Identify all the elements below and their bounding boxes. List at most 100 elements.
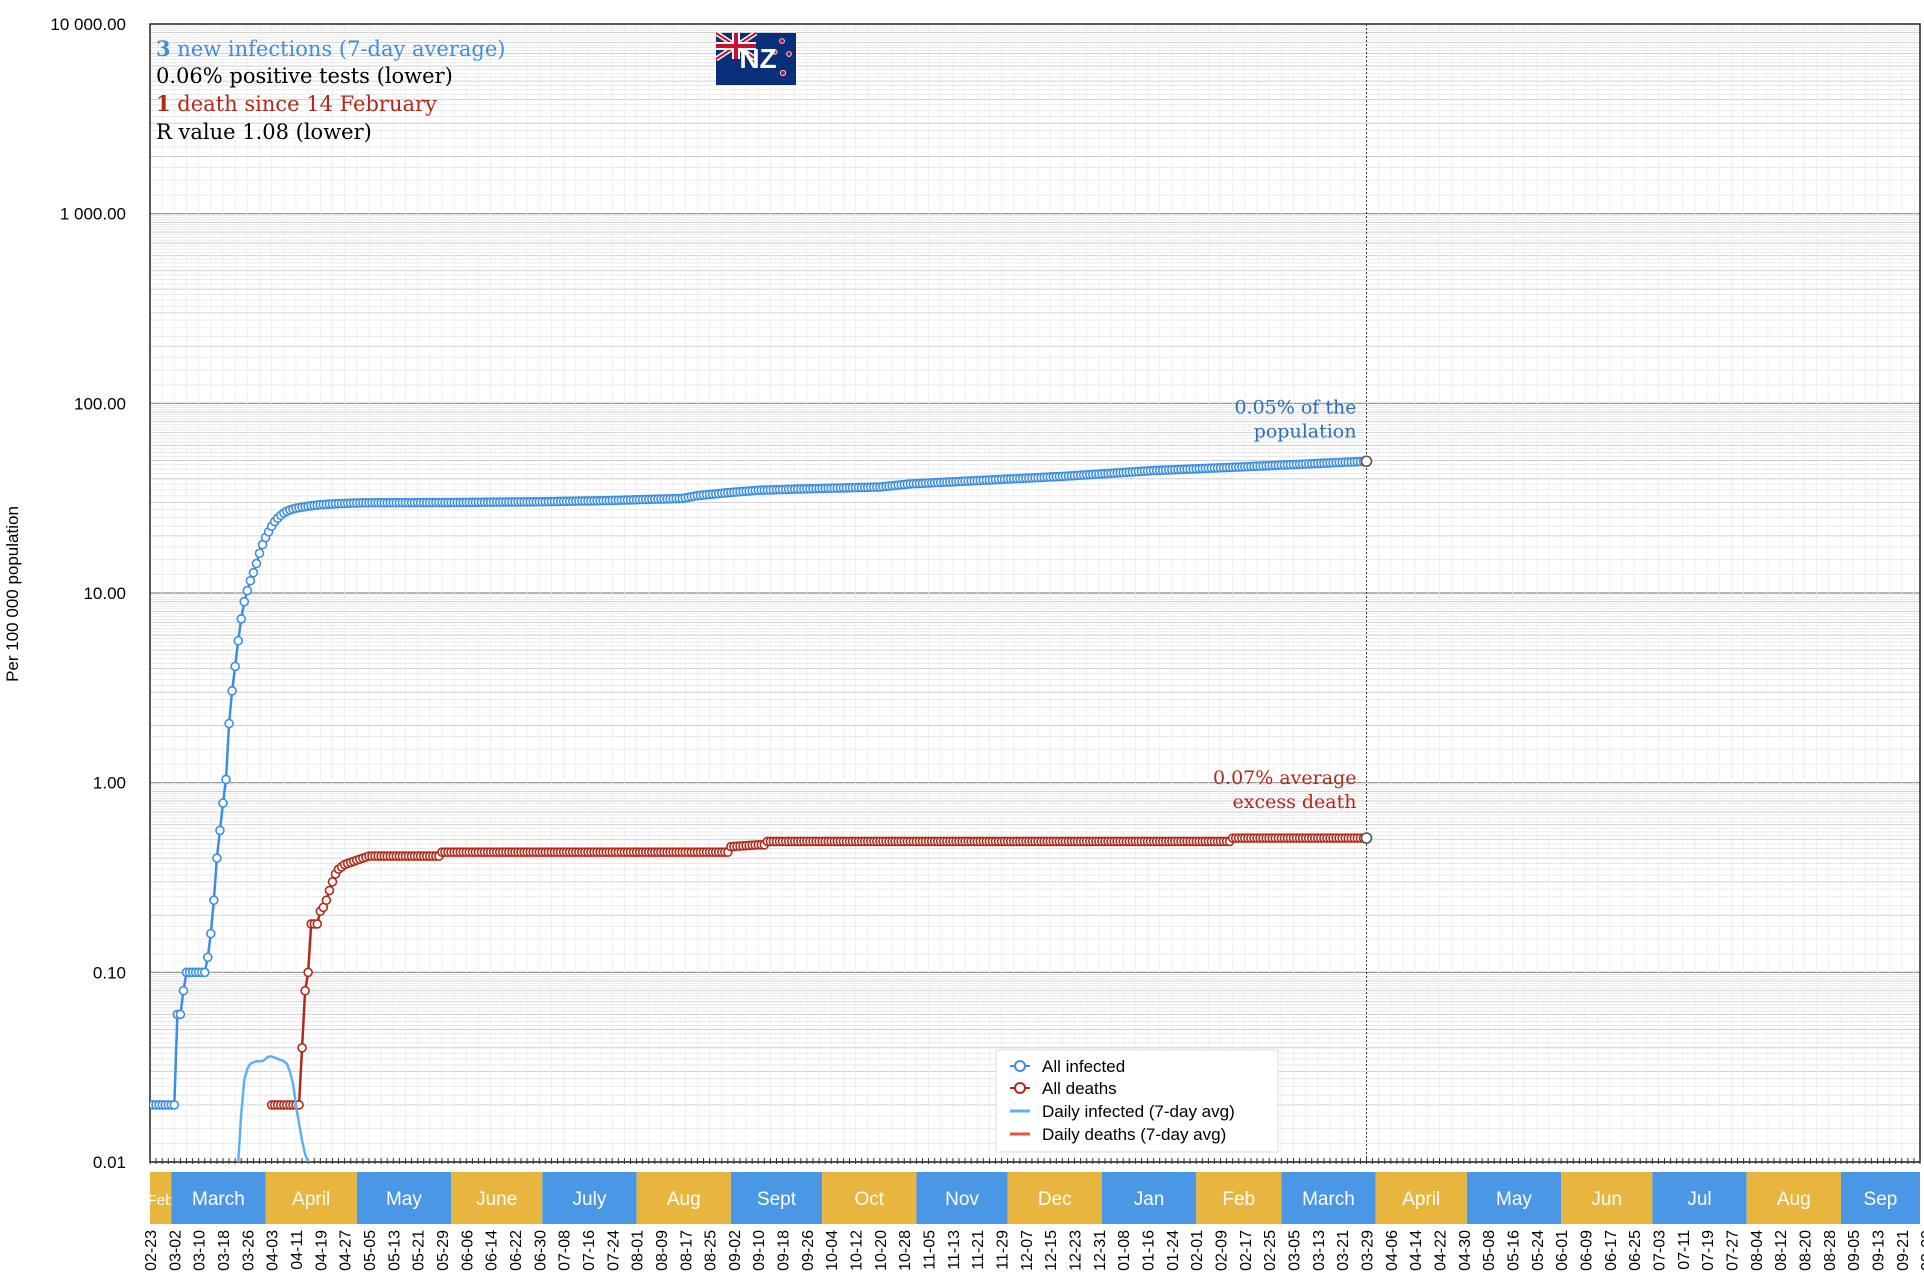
month-label: Jul <box>1687 1189 1711 1210</box>
x-tick-label: 02-09 <box>1214 1230 1231 1271</box>
series-all-infected <box>150 455 1373 1110</box>
x-tick-label: 03-10 <box>192 1230 209 1271</box>
data-point <box>218 798 228 808</box>
annotation-line: population <box>1254 420 1357 442</box>
x-tick-label: 11-05 <box>922 1230 939 1270</box>
x-tick-label: 06-30 <box>532 1230 549 1271</box>
data-point <box>227 686 237 696</box>
x-tick-label: 12-31 <box>1092 1230 1109 1271</box>
month-cell <box>451 1172 543 1224</box>
x-tick-label: 10-28 <box>897 1230 914 1271</box>
flag-star <box>779 38 785 44</box>
x-tick-label: 04-30 <box>1457 1230 1474 1271</box>
x-tick-label: 11-21 <box>970 1230 987 1270</box>
x-tick-label: 04-19 <box>313 1230 330 1271</box>
x-axis-labels: 02-23 03-02 03-10 03-18 03-26 04-03 04-11 04-19… <box>143 1230 1924 1271</box>
month-cell <box>636 1172 731 1224</box>
x-tick-label: 08-20 <box>1797 1230 1814 1271</box>
month-cell <box>356 1172 452 1224</box>
x-tick-label: 05-21 <box>411 1230 428 1271</box>
x-tick-label: 06-06 <box>459 1230 476 1271</box>
data-point <box>248 567 259 578</box>
data-point <box>251 558 262 569</box>
infections-count: 3 <box>156 36 171 61</box>
x-tick-label: 02-01 <box>1189 1230 1206 1271</box>
month-cell <box>1840 1172 1920 1224</box>
series-daily-infected-7-day-avg- <box>236 1055 310 1162</box>
month-cell <box>150 1172 172 1224</box>
x-tick-label: 05-05 <box>362 1230 379 1271</box>
month-label: Jan <box>1134 1189 1165 1210</box>
month-cell <box>265 1172 357 1224</box>
y-tick-label: 100.00 <box>74 394 126 413</box>
x-tick-label: 09-10 <box>751 1230 768 1271</box>
month-cell <box>1007 1172 1102 1224</box>
month-cell <box>1652 1172 1747 1224</box>
legend-item-daily-deaths[interactable]: Daily deaths (7-day avg) <box>1010 1125 1226 1144</box>
data-point <box>169 1100 180 1110</box>
nz-flag-icon: NZ <box>714 30 796 85</box>
x-tick-label: 07-16 <box>581 1230 598 1271</box>
x-tick-label: 08-09 <box>654 1230 671 1271</box>
x-tick-label: 02-23 <box>143 1230 160 1271</box>
data-point-latest <box>1360 455 1373 468</box>
x-tick-label: 06-01 <box>1554 1230 1571 1271</box>
x-tick-label: 07-19 <box>1700 1230 1717 1271</box>
x-tick-label: 01-08 <box>1116 1230 1133 1271</box>
data-point <box>233 635 243 646</box>
x-tick-label: 08-17 <box>678 1230 695 1271</box>
month-cell <box>730 1172 823 1224</box>
month-label: May <box>386 1189 422 1210</box>
month-label: Aug <box>667 1189 701 1210</box>
x-tick-label: 09-18 <box>776 1230 793 1271</box>
month-cell <box>171 1172 266 1224</box>
legend-item-all-infected[interactable]: All infected <box>1010 1057 1125 1076</box>
x-tick-label: 08-25 <box>703 1230 720 1271</box>
legend-label: Daily infected (7-day avg) <box>1042 1102 1235 1121</box>
data-point <box>221 774 231 785</box>
x-tick-label: 11-13 <box>946 1230 963 1270</box>
data-point-latest <box>1360 832 1373 844</box>
month-label: Aug <box>1777 1189 1811 1210</box>
month-label: Dec <box>1038 1189 1072 1210</box>
month-label: Jun <box>1591 1189 1622 1210</box>
month-label: April <box>1402 1189 1440 1210</box>
month-label: April <box>292 1189 330 1210</box>
month-cell <box>542 1172 637 1224</box>
union-cross-red-v <box>734 33 738 59</box>
legend-item-all-deaths[interactable]: All deaths <box>1010 1079 1117 1098</box>
x-tick-label: 07-11 <box>1676 1230 1693 1270</box>
series-layer <box>150 455 1373 1162</box>
x-tick-label: 07-08 <box>557 1230 574 1271</box>
plot-frame <box>149 23 1921 1163</box>
x-tick-label: 09-29 <box>1919 1230 1924 1271</box>
month-label: Feb <box>1222 1189 1255 1210</box>
x-tick-label: 09-21 <box>1895 1230 1912 1271</box>
legend-label: All infected <box>1042 1057 1125 1076</box>
data-point <box>209 895 219 906</box>
x-tick-label: 09-26 <box>800 1230 817 1271</box>
data-point <box>327 877 338 887</box>
x-tick-label: 03-21 <box>1335 1230 1352 1271</box>
data-point <box>300 985 310 996</box>
data-point <box>254 548 265 559</box>
x-tick-label: 03-13 <box>1311 1230 1328 1271</box>
legend-marker-icon <box>1014 1060 1026 1072</box>
month-label: Oct <box>854 1189 884 1210</box>
y-tick-label: 1 000.00 <box>60 205 126 224</box>
legend-label: All deaths <box>1042 1079 1117 1098</box>
x-tick-label: 09-05 <box>1846 1230 1863 1271</box>
flag-star <box>786 51 792 57</box>
month-label: June <box>476 1189 517 1210</box>
x-tick-label: 03-02 <box>167 1230 184 1271</box>
x-tick-label: 07-24 <box>605 1230 622 1271</box>
legend-item-daily-infected[interactable]: Daily infected (7-day avg) <box>1010 1102 1235 1121</box>
month-cell <box>1281 1172 1376 1224</box>
x-tick-label: 06-14 <box>484 1230 501 1271</box>
data-point <box>175 1009 186 1020</box>
x-tick-label: 10-12 <box>849 1230 866 1271</box>
y-axis-labels: 10 000.00 1 000.00 100.00 10.00 1.00 0.10 0.01 <box>50 15 126 1172</box>
x-tick-label: 08-04 <box>1749 1230 1766 1271</box>
annotation-line: 0.05% of the <box>1234 396 1356 418</box>
month-cell <box>822 1172 917 1224</box>
